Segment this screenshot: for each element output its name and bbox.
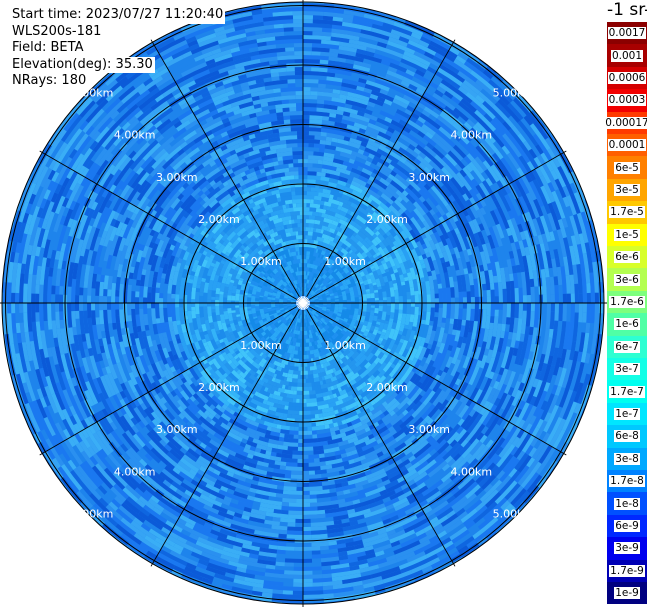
colorbar-tick-label: 3e-5 [614, 183, 640, 196]
range-ring-label: 3.00km [408, 423, 450, 436]
range-ring-label: 3.00km [156, 171, 198, 184]
colorbar-tick-label: 1.7e-6 [609, 295, 645, 308]
range-ring-label: 4.00km [114, 465, 156, 478]
colorbar-swatch: 0.0017 [607, 22, 647, 45]
colorbar-tick-label: 1.7e-5 [609, 206, 645, 219]
range-ring-label: 1.00km [240, 255, 282, 268]
colorbar-tick-label: 3e-7 [614, 363, 640, 376]
start-time-label: Start time: 2023/07/27 11:20:40 [12, 7, 226, 24]
colorbar-tick-label: 0.0001 [607, 139, 647, 152]
colorbar-swatch: 3e-8 [607, 447, 647, 470]
range-ring-label: 2.00km [198, 381, 240, 394]
colorbar-swatch: 1.7e-6 [607, 290, 647, 314]
field-label: Field: BETA [12, 40, 86, 57]
colorbar-swatch: 0.0001 [607, 134, 647, 157]
azimuth-spoke [302, 302, 567, 456]
range-ring-label: 1.00km [240, 339, 282, 352]
elevation-label: Elevation(deg): 35.30 [12, 56, 155, 73]
colorbar-tick-label: 6e-6 [614, 251, 640, 264]
radar-scan-data [2, 1, 604, 605]
colorbar-swatch: 1e-6 [607, 313, 647, 336]
colorbar-swatch: 6e-8 [607, 425, 647, 448]
colorbar-tick-label: 3e-8 [614, 452, 640, 465]
range-ring-label: 5.00km [72, 507, 114, 520]
nrays-label: NRays: 180 [12, 73, 89, 90]
range-ring-label: 5.00km [72, 87, 114, 100]
colorbar-swatch: 3e-5 [607, 178, 647, 202]
colorbar-tick-label: 0.00017 [604, 116, 647, 129]
colorbar-swatch: 6e-7 [607, 335, 647, 358]
colorbar-swatch: 3e-6 [607, 268, 647, 291]
colorbar-swatch: 1e-9 [607, 582, 647, 605]
range-ring-labels: 1.00km 1.00km 1.00km 1.00km 2.00km 2.00km 2.00… [72, 87, 534, 521]
ppi-scan-plot: 1.00km 1.00km 1.00km 1.00km 2.00km 2.00km 2.00… [0, 0, 607, 607]
range-ring-label: 3.00km [408, 171, 450, 184]
colorbar-swatch: 0.001 [607, 44, 647, 67]
range-ring-label: 2.00km [198, 213, 240, 226]
azimuth-spoke [150, 39, 304, 304]
colorbar-swatch: 1e-7 [607, 402, 647, 426]
azimuth-spoke [39, 150, 304, 304]
colorbar-tick-label: 0.0017 [607, 27, 647, 40]
range-ring-label: 4.00km [451, 129, 493, 142]
azimuth-spoke [39, 302, 304, 456]
colorbar-tick-label: 1e-8 [614, 497, 640, 510]
colorbar-tick-label: 1.7e-8 [609, 475, 645, 488]
azimuth-spoke [302, 302, 456, 567]
colorbar-tick-label: 6e-8 [614, 430, 640, 443]
colorbar-swatch: 6e-9 [607, 514, 647, 538]
range-ring-label: 2.00km [366, 213, 408, 226]
colorbar-swatch: 6e-5 [607, 156, 647, 179]
range-ring-label: 2.00km [366, 381, 408, 394]
colorbar-swatch: 0.0003 [607, 89, 647, 112]
colorbar-tick-label: 1e-7 [614, 407, 640, 420]
scan-info-panel: Start time: 2023/07/27 11:20:40 WLS200s-… [12, 7, 226, 90]
azimuth-spoke [150, 302, 304, 567]
range-ring-label: 5.00km [493, 87, 535, 100]
colorbar-tick-label: 1.7e-7 [609, 385, 645, 398]
colorbar-tick-label: 1e-6 [614, 318, 640, 331]
colorbar-tick-label: 1e-9 [614, 587, 640, 600]
range-ring-label: 4.00km [114, 129, 156, 142]
colorbar-tick-label: 0.001 [610, 49, 644, 62]
colorbar-swatch: 1.7e-7 [607, 380, 647, 403]
range-ring-label: 1.00km [324, 255, 366, 268]
azimuth-spoke [302, 39, 456, 304]
colorbar-tick-label: 1.7e-9 [609, 564, 645, 577]
colorbar-tick-label: 3e-6 [614, 273, 640, 286]
colorbar-swatch: 6e-6 [607, 246, 647, 269]
colorbar-unit-label: -1 sr-1 [607, 0, 647, 20]
colorbar-swatch: 1e-8 [607, 492, 647, 515]
instrument-label: WLS200s-181 [12, 23, 104, 40]
colorbar-tick-label: 6e-9 [614, 519, 640, 532]
colorbar-tick-label: 3e-9 [614, 542, 640, 555]
colorbar-tick-label: 6e-5 [614, 161, 640, 174]
range-ring-label: 5.00km [493, 507, 535, 520]
colorbar-tick-label: 0.0006 [607, 71, 647, 84]
range-ring-label: 4.00km [451, 465, 493, 478]
colorbar-tick-label: 0.0003 [607, 94, 647, 107]
colorbar-swatch: 1.7e-9 [607, 559, 647, 582]
colorbar-tick-label: 6e-7 [614, 340, 640, 353]
colorbar-swatch: 1.7e-5 [607, 201, 647, 224]
colorbar-swatch: 3e-7 [607, 358, 647, 381]
azimuth-spoke [302, 150, 567, 304]
range-ring-label: 3.00km [156, 423, 198, 436]
range-ring-label: 1.00km [324, 339, 366, 352]
colorbar-swatch: 0.00017 [604, 111, 647, 134]
colorbar-tick-label: 1e-5 [614, 228, 640, 241]
colorbar-swatch: 1e-5 [607, 223, 647, 246]
colorbar-swatch: 0.0006 [607, 66, 647, 90]
colorbar-swatch: 3e-9 [607, 537, 647, 560]
colorbar-swatch: 1.7e-8 [607, 470, 647, 493]
polar-grid [0, 0, 607, 607]
